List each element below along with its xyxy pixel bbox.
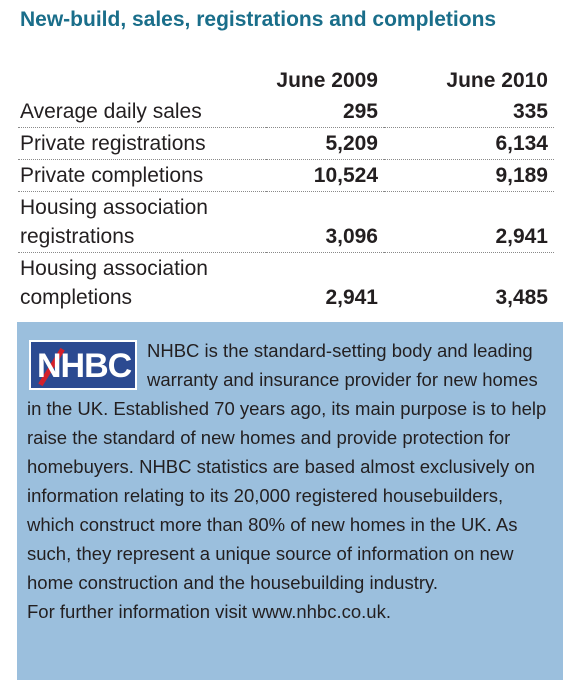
value-cell: 3,096 xyxy=(266,191,384,253)
row-label: Average daily sales xyxy=(18,96,266,128)
value-cell: 3,485 xyxy=(495,286,548,309)
header-label-cell xyxy=(18,64,266,96)
value-cell: 295 xyxy=(266,96,384,128)
nhbc-logo: NHBC xyxy=(29,340,137,390)
stats-table: June 2009 June 2010 Average daily sales … xyxy=(18,64,554,313)
value-cell: 335 xyxy=(384,96,554,128)
page-title: New-build, sales, registrations and comp… xyxy=(20,8,497,31)
column-header-june-2010: June 2010 xyxy=(446,69,548,92)
value-cell: 2,941 xyxy=(325,286,378,309)
value-cell: 6,134 xyxy=(384,127,554,160)
logo-text: NHBC xyxy=(37,347,132,385)
table-header-row: June 2009 June 2010 xyxy=(18,64,554,96)
row-label: Private registrations xyxy=(18,127,266,160)
value-cell: 9,189 xyxy=(384,159,554,192)
panel-body-text: NHBC is the standard-setting body and le… xyxy=(27,340,547,593)
value-cell: 2,941 xyxy=(384,191,554,253)
value-cell: 5,209 xyxy=(266,127,384,160)
row-label: Housing association registrations xyxy=(18,191,266,253)
table-row: Private completions 10,524 9,189 xyxy=(18,159,554,192)
table-row: Private registrations 5,209 6,134 xyxy=(18,127,554,160)
value-cell: 10,524 xyxy=(266,159,384,192)
table-row: Housing association registrations 3,096 … xyxy=(18,191,554,253)
nhbc-info-panel: NHBC NHBC is the standard-setting body a… xyxy=(17,322,563,680)
panel-footer-text: For further information visit www.nhbc.c… xyxy=(27,601,391,622)
table-row: Average daily sales 295 335 xyxy=(18,96,554,128)
column-header-june-2009: June 2009 xyxy=(276,69,378,92)
row-label: Private completions xyxy=(18,159,266,192)
table-row: Housing association completions 2,941 3,… xyxy=(18,253,554,314)
row-label: Housing association completions xyxy=(20,257,208,309)
